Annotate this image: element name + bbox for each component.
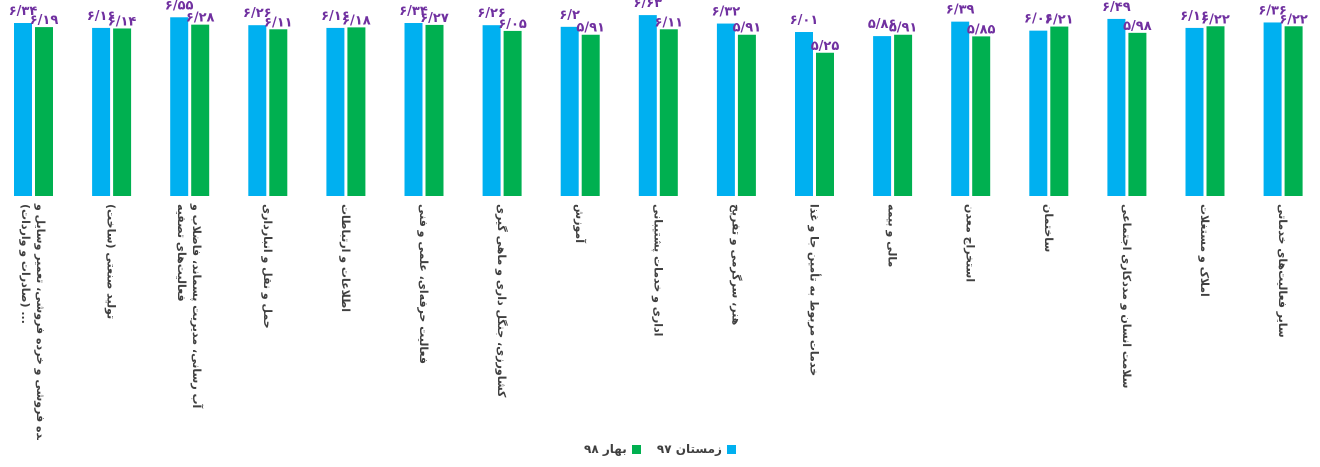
data-label-winter-97-2: ۶/۵۵ xyxy=(165,0,194,13)
data-label-spring-98-10: ۵/۲۵ xyxy=(811,39,840,54)
bar-winter-97-7[interactable] xyxy=(560,26,579,197)
category-label-12: استخراج معدن xyxy=(963,204,977,282)
bars-group xyxy=(14,15,1303,197)
category-label-10: خدمات مربوط به تأمین جا و غذا xyxy=(808,204,822,376)
data-label-winter-97-8: ۶/۶۳ xyxy=(634,0,663,11)
category-label-14: سلامت انسان و مددکاری اجتماعی xyxy=(1120,204,1133,388)
category-label-8: اداری و خدمات پشتیبانی xyxy=(651,204,664,336)
legend-item-spring-98[interactable]: بهار ۹۸ xyxy=(584,442,641,456)
data-label-winter-97-0: ۶/۳۴ xyxy=(9,4,38,19)
bar-winter-97-4[interactable] xyxy=(326,27,345,197)
bar-spring-98-9[interactable] xyxy=(737,34,756,197)
data-label-spring-98-14: ۵/۹۸ xyxy=(1123,19,1152,34)
data-label-winter-97-7: ۶/۲ xyxy=(559,8,580,23)
category-labels-group: عمده فروشی و خرده فروشی، تعمیر وسایل و..… xyxy=(19,203,1289,440)
bar-winter-97-1[interactable] xyxy=(92,27,111,197)
legend-label: زمستان ۹۷ xyxy=(656,442,722,456)
data-label-winter-97-5: ۶/۳۴ xyxy=(399,4,428,19)
category-label-3: حمل و نقل و انبارداری xyxy=(261,204,274,329)
data-label-winter-97-15: ۶/۱۶ xyxy=(1180,9,1209,24)
data-label-winter-97-13: ۶/۰۶ xyxy=(1024,12,1053,27)
bar-winter-97-14[interactable] xyxy=(1107,18,1126,197)
legend-swatch-green xyxy=(631,444,641,454)
data-label-spring-98-16: ۶/۲۲ xyxy=(1279,12,1308,27)
bar-spring-98-5[interactable] xyxy=(425,24,444,196)
data-label-spring-98-12: ۵/۸۵ xyxy=(967,22,996,37)
legend-item-winter-97[interactable]: زمستان ۹۷ xyxy=(657,442,736,456)
category-label-6: کشاورزی، جنگل داری و ماهی گیری xyxy=(495,204,508,398)
bar-spring-98-7[interactable] xyxy=(581,34,600,197)
bar-winter-97-9[interactable] xyxy=(716,23,735,196)
data-label-spring-98-13: ۶/۲۱ xyxy=(1045,13,1074,28)
data-label-spring-98-1: ۶/۱۴ xyxy=(108,14,137,29)
category-label-4: اطلاعات و ارتباطات xyxy=(339,204,352,312)
data-label-spring-98-0: ۶/۱۹ xyxy=(30,13,59,28)
bar-winter-97-13[interactable] xyxy=(1029,30,1048,196)
bar-spring-98-13[interactable] xyxy=(1050,26,1069,197)
bar-spring-98-10[interactable] xyxy=(816,52,834,196)
legend: بهار ۹۸ زمستان ۹۷ xyxy=(0,442,1320,457)
data-label-spring-98-4: ۶/۱۸ xyxy=(342,13,371,28)
bar-spring-98-0[interactable] xyxy=(35,27,53,197)
data-label-winter-97-1: ۶/۱۶ xyxy=(87,9,116,24)
bar-spring-98-15[interactable] xyxy=(1206,26,1225,197)
bar-spring-98-8[interactable] xyxy=(659,29,678,196)
data-label-winter-97-9: ۶/۳۲ xyxy=(712,5,741,20)
bar-winter-97-5[interactable] xyxy=(404,23,423,196)
category-label-11: مالی و بیمه xyxy=(886,204,899,267)
category-label-7: آموزش xyxy=(573,204,587,243)
bar-winter-97-16[interactable] xyxy=(1263,22,1282,196)
data-label-spring-98-11: ۵/۹۱ xyxy=(889,21,918,36)
data-label-spring-98-6: ۶/۰۵ xyxy=(498,17,527,32)
value-labels-group: ۶/۳۴۶/۱۹ ۶/۱۶۶/۱۴۶/۵۵۶/۲۸ ۶/۲۶۶/۱۱ ۶/۱۶۶/۱۸… xyxy=(9,0,1308,54)
data-label-winter-97-11: ۵/۸۶ xyxy=(868,17,897,32)
bar-spring-98-4[interactable] xyxy=(347,27,366,197)
bar-spring-98-3[interactable] xyxy=(269,29,288,196)
bar-winter-97-10[interactable] xyxy=(795,32,813,197)
bar-winter-97-6[interactable] xyxy=(482,25,501,196)
bar-winter-97-12[interactable] xyxy=(951,21,970,196)
bar-winter-97-8[interactable] xyxy=(638,15,657,196)
data-label-spring-98-7: ۵/۹۱ xyxy=(576,21,605,36)
data-label-winter-97-12: ۶/۳۹ xyxy=(946,3,975,18)
bar-chart: ۶/۳۴۶/۱۹ ۶/۱۶۶/۱۴۶/۵۵۶/۲۸ ۶/۲۶۶/۱۱ ۶/۱۶۶/۱۸… xyxy=(9,0,1308,440)
category-label-15: املاک و مستغلات xyxy=(1198,204,1211,297)
category-label-9: هنر، سرگرمی و تفریح xyxy=(729,204,742,325)
bar-winter-97-2[interactable] xyxy=(170,17,189,197)
bar-spring-98-1[interactable] xyxy=(113,28,132,196)
data-label-spring-98-3: ۶/۱۱ xyxy=(264,15,293,30)
data-label-winter-97-4: ۶/۱۶ xyxy=(321,9,350,24)
bar-spring-98-11[interactable] xyxy=(894,34,913,197)
data-label-spring-98-2: ۶/۲۸ xyxy=(186,11,215,26)
data-label-winter-97-14: ۶/۴۹ xyxy=(1102,0,1131,15)
bar-spring-98-6[interactable] xyxy=(503,30,522,196)
data-label-spring-98-5: ۶/۲۷ xyxy=(420,11,449,26)
data-label-spring-98-15: ۶/۲۲ xyxy=(1201,12,1230,27)
category-label-2: آب رسانی، مدیریت پسماند، فاضلاب وفعالیت‌… xyxy=(175,203,204,409)
data-label-spring-98-8: ۶/۱۱ xyxy=(655,15,684,30)
data-label-winter-97-16: ۶/۳۶ xyxy=(1258,3,1287,18)
category-label-13: ساختمان xyxy=(1042,204,1055,252)
legend-swatch-blue xyxy=(726,444,736,454)
category-label-0: عمده فروشی و خرده فروشی، تعمیر وسایل و..… xyxy=(19,203,47,440)
bar-winter-97-15[interactable] xyxy=(1185,27,1204,197)
bar-winter-97-3[interactable] xyxy=(248,25,267,196)
bar-winter-97-0[interactable] xyxy=(14,23,32,196)
bar-winter-97-11[interactable] xyxy=(873,36,892,196)
bar-spring-98-12[interactable] xyxy=(972,36,991,196)
bar-spring-98-16[interactable] xyxy=(1284,26,1303,197)
data-label-spring-98-9: ۵/۹۱ xyxy=(733,21,762,36)
bar-spring-98-14[interactable] xyxy=(1128,32,1147,197)
bar-spring-98-2[interactable] xyxy=(191,24,210,196)
data-label-winter-97-10: ۶/۰۱ xyxy=(790,13,819,28)
category-label-1: تولید صنعتی (ساخت) xyxy=(105,204,118,319)
category-label-5: فعالیت حرفه‌ای، علمی و فنی xyxy=(417,204,430,364)
category-label-16: سایر فعالیت‌های خدماتی xyxy=(1276,204,1289,338)
data-label-winter-97-6: ۶/۲۶ xyxy=(477,6,506,21)
data-label-winter-97-3: ۶/۲۶ xyxy=(243,6,272,21)
legend-label: بهار ۹۸ xyxy=(584,442,627,456)
